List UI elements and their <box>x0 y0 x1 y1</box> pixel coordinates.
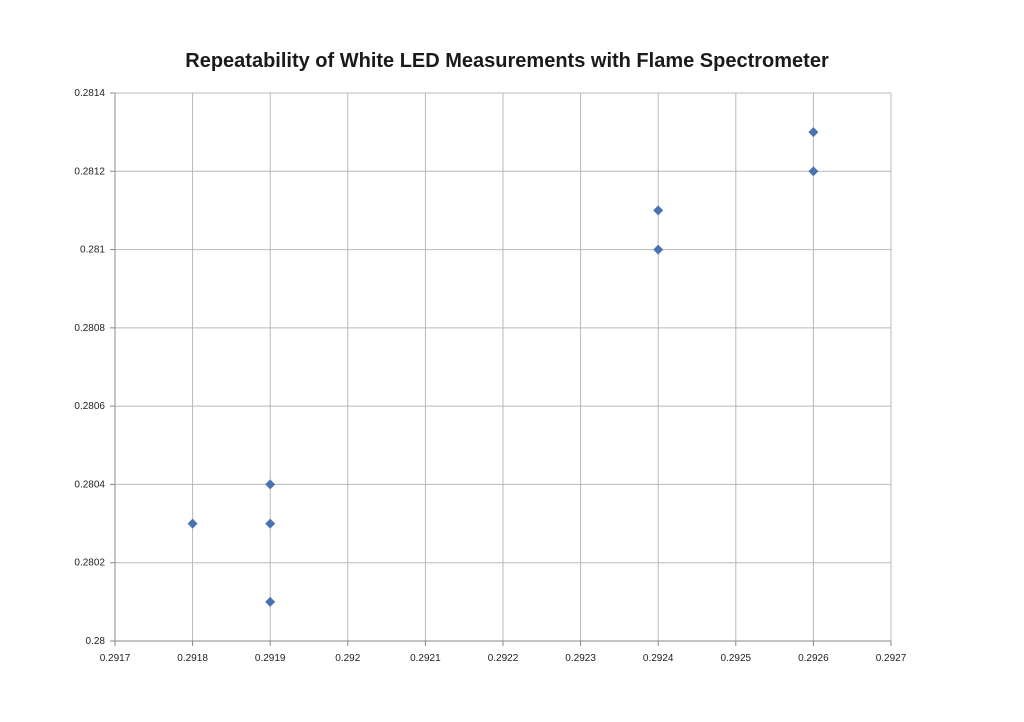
y-tick-label: 0.2806 <box>74 401 105 412</box>
y-tick-label: 0.2814 <box>74 88 105 99</box>
x-tick-label: 0.2923 <box>565 653 596 664</box>
x-tick-label: 0.2924 <box>643 653 674 664</box>
data-point <box>808 166 819 177</box>
x-tick-label: 0.2917 <box>100 653 131 664</box>
x-tick-label: 0.2918 <box>177 653 208 664</box>
data-point <box>265 479 276 490</box>
y-tick-label: 0.281 <box>80 245 105 256</box>
chart-title: Repeatability of White LED Measurements … <box>185 50 829 72</box>
data-point <box>808 127 819 138</box>
x-tick-label: 0.2926 <box>798 653 829 664</box>
x-tick-label: 0.2927 <box>876 653 907 664</box>
y-tick-label: 0.2804 <box>74 479 105 490</box>
x-tick-label: 0.2919 <box>255 653 286 664</box>
y-tick-label: 0.2808 <box>74 323 105 334</box>
data-point <box>653 205 664 216</box>
y-tick-label: 0.28 <box>86 636 106 647</box>
x-tick-label: 0.2922 <box>488 653 519 664</box>
y-tick-label: 0.2812 <box>74 166 105 177</box>
data-point <box>653 244 664 255</box>
x-tick-label: 0.2921 <box>410 653 441 664</box>
x-tick-label: 0.2925 <box>721 653 752 664</box>
data-point <box>187 518 198 529</box>
x-tick-label: 0.292 <box>335 653 360 664</box>
y-tick-label: 0.2802 <box>74 558 105 569</box>
data-point <box>265 596 276 607</box>
data-point <box>265 518 276 529</box>
